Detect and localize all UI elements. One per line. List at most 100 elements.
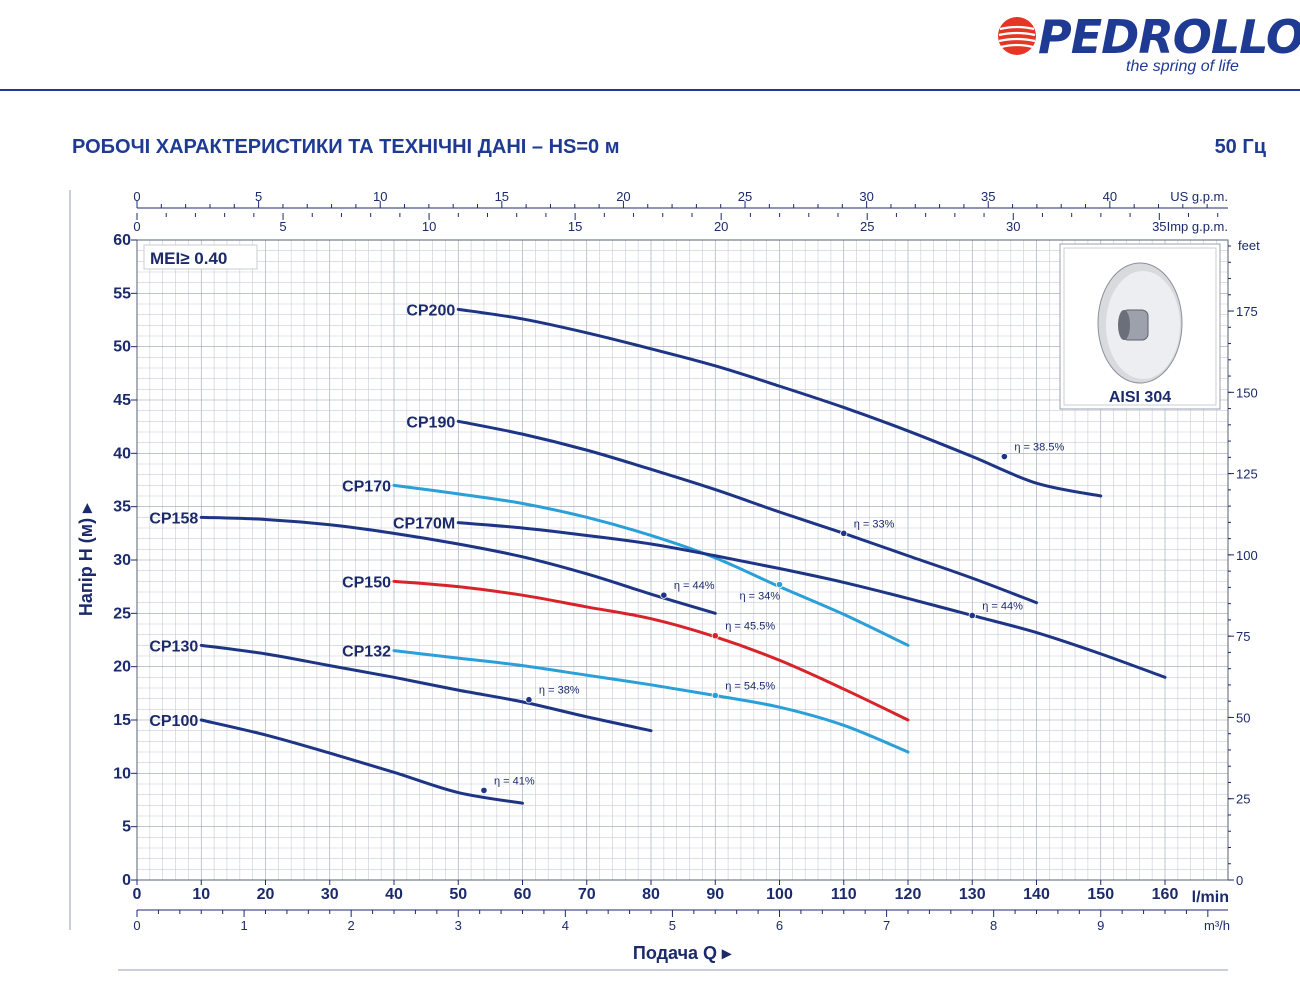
y-tick-label: 30 xyxy=(113,552,131,569)
y-tick-label: 35 xyxy=(113,499,131,516)
efficiency-label-cp150: η = 45.5% xyxy=(725,621,775,633)
x-tick-label: 30 xyxy=(321,886,339,903)
efficiency-label-cp170m: η = 44% xyxy=(982,600,1023,612)
y-tick-label: 50 xyxy=(113,339,131,356)
us-tick-label: 25 xyxy=(738,189,752,204)
efficiency-label-cp158: η = 44% xyxy=(674,580,715,592)
imp-tick-label: 35 xyxy=(1152,219,1166,234)
curve-label-cp170: CP170 xyxy=(342,478,391,495)
m3h-tick-label: 9 xyxy=(1097,918,1104,933)
imp-tick-label: 0 xyxy=(133,219,140,234)
pedrollo-logo-icon xyxy=(998,17,1036,55)
m3h-tick-label: 8 xyxy=(990,918,997,933)
us-tick-label: 5 xyxy=(255,189,262,204)
x-axis-title: Подача Q ▸ xyxy=(633,943,732,963)
efficiency-label-cp170: η = 34% xyxy=(740,591,781,603)
us-tick-label: 40 xyxy=(1103,189,1117,204)
x-tick-label: 160 xyxy=(1152,886,1179,903)
y-tick-label: 40 xyxy=(113,445,131,462)
x-tick-label: 70 xyxy=(578,886,596,903)
y-tick-label: 15 xyxy=(113,712,131,729)
imp-tick-label: 25 xyxy=(860,219,874,234)
feet-tick-label: 50 xyxy=(1236,710,1250,725)
curve-cp158 xyxy=(199,515,717,615)
y-tick-label: 5 xyxy=(122,819,131,836)
y-tick-label: 25 xyxy=(113,605,131,622)
y-tick-label: 0 xyxy=(122,872,131,889)
x-tick-label: 90 xyxy=(706,886,724,903)
efficiency-label-cp200: η = 38.5% xyxy=(1014,442,1064,454)
x-tick-label: 80 xyxy=(642,886,660,903)
imp-unit-label: Imp g.p.m. xyxy=(1167,219,1228,234)
m3h-tick-label: 3 xyxy=(455,918,462,933)
curve-label-cp150: CP150 xyxy=(342,574,391,591)
m3h-tick-label: 2 xyxy=(348,918,355,933)
curve-label-cp158: CP158 xyxy=(149,510,198,527)
efficiency-point-cp190 xyxy=(840,529,848,537)
us-tick-label: 0 xyxy=(133,189,140,204)
efficiency-point-cp170m xyxy=(968,611,976,620)
feet-tick-label: 25 xyxy=(1236,792,1250,807)
us-tick-label: 15 xyxy=(495,189,509,204)
x-tick-label: 40 xyxy=(385,886,403,903)
x-tick-label: 0 xyxy=(133,886,142,903)
us-tick-label: 35 xyxy=(981,189,995,204)
x-tick-label: 110 xyxy=(831,886,857,903)
x-tick-label: 50 xyxy=(449,886,467,903)
x-tick-label: 20 xyxy=(257,886,275,903)
us-tick-label: 20 xyxy=(616,189,630,204)
m3h-tick-label: 5 xyxy=(669,918,676,933)
frequency-label: 50 Гц xyxy=(1214,136,1266,158)
m3h-tick-label: 7 xyxy=(883,918,890,933)
m3h-tick-label: 4 xyxy=(562,918,569,933)
inset-label: AISI 304 xyxy=(1109,389,1171,406)
curve-label-cp200: CP200 xyxy=(406,302,455,319)
curve-label-cp130: CP130 xyxy=(149,638,198,655)
y-tick-label: 10 xyxy=(113,765,131,782)
curve-cp170m xyxy=(456,521,1167,679)
brand-tagline: the spring of life xyxy=(1126,58,1239,75)
efficiency-label-cp190: η = 33% xyxy=(854,518,895,530)
curve-label-cp100: CP100 xyxy=(149,713,198,730)
x-tick-label: 100 xyxy=(766,886,793,903)
imp-tick-label: 10 xyxy=(422,219,436,234)
curve-cp170 xyxy=(392,483,910,647)
feet-tick-label: 175 xyxy=(1236,304,1258,319)
inset-picture xyxy=(1059,243,1221,410)
header-divider xyxy=(0,89,1300,91)
inset-inner-frame xyxy=(1063,247,1217,406)
imp-tick-label: 30 xyxy=(1006,219,1020,234)
page-title: РОБОЧІ ХАРАКТЕРИСТИКИ ТА ТЕХНІЧНІ ДАНІ –… xyxy=(72,136,620,158)
mei-label: MEI≥ 0.40 xyxy=(150,249,227,268)
grid-lines xyxy=(136,239,1228,881)
curve-cp130 xyxy=(199,643,653,733)
curve-label-cp170m: CP170M xyxy=(393,516,455,533)
y-tick-label: 45 xyxy=(113,392,131,409)
feet-tick-label: 0 xyxy=(1236,873,1243,888)
y-tick-label: 60 xyxy=(113,232,131,249)
efficiency-point-cp170 xyxy=(775,580,784,589)
x-tick-label: 150 xyxy=(1087,886,1114,903)
pump-outlet-hole xyxy=(1118,310,1130,340)
efficiency-point-cp132 xyxy=(711,691,719,700)
x-tick-label: 120 xyxy=(895,886,922,903)
feet-tick-label: 75 xyxy=(1236,629,1250,644)
m3h-tick-label: 0 xyxy=(133,918,140,933)
feet-tick-label: 150 xyxy=(1236,385,1258,400)
efficiency-point-cp158 xyxy=(660,591,668,599)
efficiency-label-cp132: η = 54.5% xyxy=(725,680,775,692)
x-tick-label: 60 xyxy=(514,886,532,903)
x-tick-label: 10 xyxy=(192,886,210,903)
efficiency-label-cp100: η = 41% xyxy=(494,775,535,787)
curves-group xyxy=(199,307,1167,805)
imp-tick-label: 15 xyxy=(568,219,582,234)
efficiency-label-cp130: η = 38% xyxy=(539,685,580,697)
us-tick-label: 30 xyxy=(859,189,873,204)
y-tick-label: 20 xyxy=(113,659,131,676)
x-unit-label: l/min xyxy=(1192,889,1229,906)
brand-logo: PEDROLLO xyxy=(1038,10,1300,64)
curve-cp150 xyxy=(392,579,910,722)
feet-tick-label: 125 xyxy=(1236,467,1258,482)
us-unit-label: US g.p.m. xyxy=(1170,189,1228,204)
